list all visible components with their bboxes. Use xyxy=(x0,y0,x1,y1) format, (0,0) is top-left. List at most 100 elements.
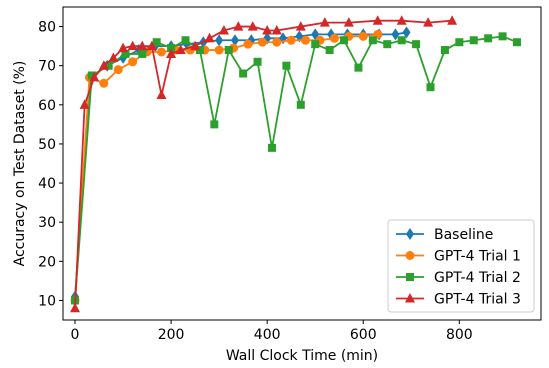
data-point xyxy=(224,46,233,55)
data-point xyxy=(412,40,421,49)
data-point xyxy=(282,61,291,70)
data-point xyxy=(257,37,267,47)
data-point xyxy=(190,40,201,51)
data-point xyxy=(372,15,383,25)
series-layer xyxy=(70,15,521,313)
data-point xyxy=(296,100,305,109)
plot-frame xyxy=(62,6,542,321)
data-point xyxy=(128,57,138,67)
data-point xyxy=(87,71,96,80)
y-tick-label: 10 xyxy=(38,293,56,309)
data-point xyxy=(104,61,113,70)
data-point xyxy=(286,35,296,45)
data-point xyxy=(247,21,258,31)
data-point xyxy=(343,17,354,27)
data-point xyxy=(253,57,262,66)
data-point xyxy=(402,26,411,39)
data-point xyxy=(383,40,392,49)
data-point xyxy=(301,35,311,45)
data-point xyxy=(340,36,349,45)
x-tick-label: 800 xyxy=(446,327,473,343)
data-point xyxy=(426,83,435,92)
data-point xyxy=(156,89,167,100)
y-tick-label: 80 xyxy=(38,20,56,36)
data-point xyxy=(137,40,148,51)
data-point xyxy=(210,120,219,129)
data-point xyxy=(215,34,224,47)
data-point xyxy=(358,31,368,41)
data-point xyxy=(204,32,215,43)
data-point xyxy=(397,36,406,45)
x-tick-label: 400 xyxy=(254,327,281,343)
data-point xyxy=(484,34,493,43)
data-point xyxy=(89,71,100,82)
data-point xyxy=(121,49,130,58)
data-point xyxy=(311,40,320,49)
data-point xyxy=(99,78,109,88)
data-point xyxy=(166,48,177,58)
legend-label: Baseline xyxy=(434,227,493,243)
y-tick-label: 30 xyxy=(38,215,56,231)
series-line xyxy=(74,33,378,301)
data-point xyxy=(230,34,239,47)
legend-swatch-marker xyxy=(406,228,414,240)
data-point xyxy=(243,39,253,49)
y-tick-label: 40 xyxy=(38,176,56,192)
data-point xyxy=(440,46,449,55)
legend-swatch-marker xyxy=(406,273,414,281)
data-point xyxy=(319,17,330,27)
data-point xyxy=(329,33,339,43)
data-point xyxy=(127,40,138,51)
y-tick-label: 20 xyxy=(38,254,56,270)
data-point xyxy=(167,44,176,53)
data-point xyxy=(267,143,276,152)
y-tick-label: 60 xyxy=(38,98,56,114)
data-point xyxy=(295,21,306,31)
data-point xyxy=(455,38,464,47)
x-axis-label: Wall Clock Time (min) xyxy=(226,348,378,364)
legend-swatch-marker xyxy=(405,251,415,260)
legend-box xyxy=(387,219,535,313)
data-point xyxy=(98,60,109,70)
y-axis-label: Accuracy on Test Dataset (%) xyxy=(12,61,28,267)
series-gpt-4-trial-2 xyxy=(71,32,521,305)
data-point xyxy=(118,42,129,53)
x-tick-label: 200 xyxy=(158,327,185,343)
data-point xyxy=(79,99,90,109)
data-point xyxy=(325,46,334,55)
data-point xyxy=(218,24,229,35)
data-point xyxy=(138,49,147,58)
legend: Baseline GPT-4 Trial 1 GPT-4 Trial 2 GPT-4 … xyxy=(387,219,535,313)
data-point xyxy=(233,21,244,31)
series-gpt-4-trial-1 xyxy=(70,29,383,305)
ticks-layer: 0 200 400 600 800 10 20 30 40 50 60 70 80 xyxy=(38,20,473,343)
legend-swatch-marker xyxy=(405,293,415,303)
series-gpt-4-trial-3 xyxy=(70,15,458,313)
data-point xyxy=(272,37,282,47)
data-point xyxy=(181,36,190,45)
y-tick-label: 70 xyxy=(38,59,56,75)
data-point xyxy=(391,28,400,41)
legend-label: GPT-4 Trial 1 xyxy=(434,249,521,265)
data-point xyxy=(512,38,521,47)
data-point xyxy=(214,45,224,55)
x-tick-label: 600 xyxy=(350,327,377,343)
data-point xyxy=(368,36,377,45)
y-tick-label: 50 xyxy=(38,137,56,153)
data-point xyxy=(113,65,123,75)
data-point xyxy=(146,40,157,51)
data-point xyxy=(469,36,478,45)
data-point xyxy=(239,69,248,78)
data-point xyxy=(262,24,273,35)
data-point xyxy=(354,63,363,72)
data-point xyxy=(70,302,81,313)
data-point xyxy=(423,17,434,27)
legend-label: GPT-4 Trial 2 xyxy=(434,270,521,286)
x-tick-label: 0 xyxy=(71,327,80,343)
data-point xyxy=(175,44,186,55)
data-point xyxy=(498,32,507,41)
data-point xyxy=(152,38,161,47)
data-point xyxy=(108,52,119,62)
data-point xyxy=(447,15,458,25)
